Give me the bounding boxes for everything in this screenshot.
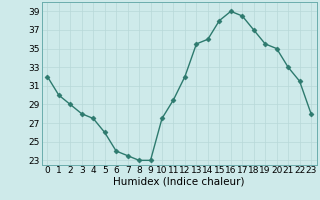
X-axis label: Humidex (Indice chaleur): Humidex (Indice chaleur) bbox=[114, 177, 245, 187]
